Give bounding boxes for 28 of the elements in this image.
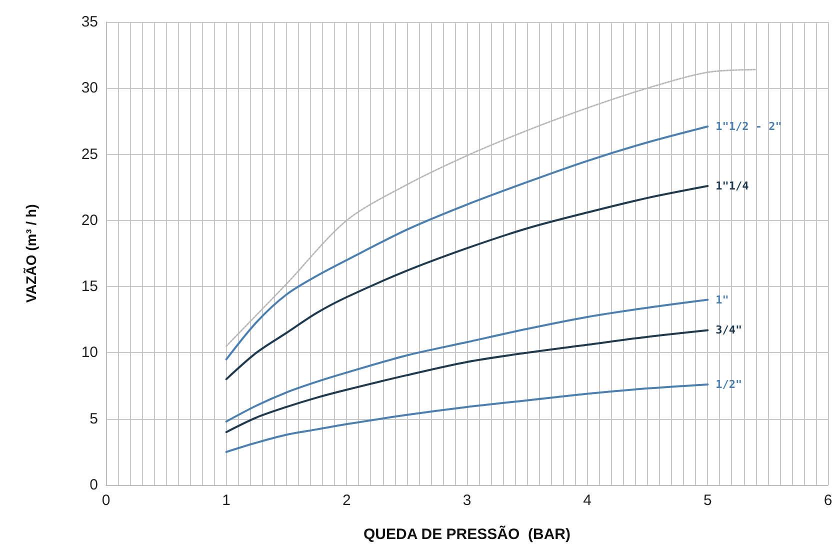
line-series	[225, 185, 709, 380]
y-tick-label: 0	[90, 476, 98, 494]
line-series	[225, 329, 709, 434]
x-tick-label: 4	[583, 492, 592, 509]
line-series	[225, 298, 709, 423]
x-tick-label: 2	[342, 492, 351, 509]
y-tick-label: 5	[90, 410, 98, 428]
series-label: 1"1/2 - 2"	[716, 120, 782, 134]
series-label: 1"	[716, 293, 729, 306]
y-axis-title: VAZÃO (m³ / h)	[23, 204, 39, 303]
x-tick-label: 5	[703, 492, 712, 509]
x-tick-label: 0	[102, 492, 110, 509]
x-tick-label: 1	[222, 492, 231, 509]
line-series	[225, 126, 709, 360]
y-tick-label: 35	[81, 14, 98, 30]
line-series	[225, 383, 709, 453]
y-tick-label: 20	[81, 212, 98, 229]
series-label: 1/2"	[716, 378, 742, 391]
y-tick-label: 15	[81, 278, 98, 296]
x-axis-title: QUEDA DE PRESSÃO (BAR)	[364, 525, 570, 543]
y-tick-label: 25	[81, 146, 98, 163]
line-series	[226, 68, 757, 347]
series-label: 3/4"	[716, 324, 742, 337]
series-label: 1"1/4	[716, 180, 750, 193]
x-tick-label: 3	[462, 492, 472, 509]
x-tick-label: 6	[824, 492, 832, 509]
y-tick-label: 10	[81, 344, 98, 362]
y-tick-label: 30	[81, 80, 98, 97]
